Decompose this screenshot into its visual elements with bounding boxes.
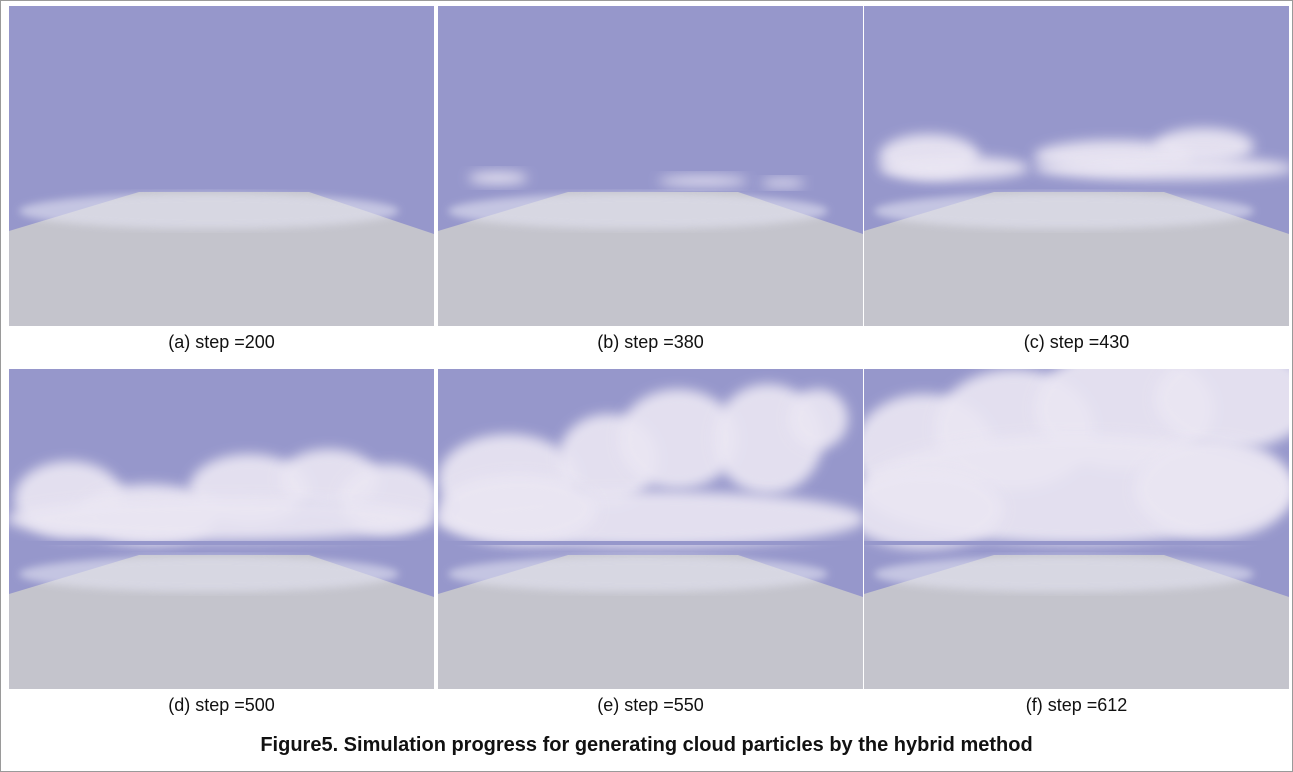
panel-label: (d) step =500 [9,695,434,716]
panel-image [438,369,863,689]
panel-label: (a) step =200 [9,332,434,353]
panel-label: (e) step =550 [438,695,863,716]
panel-image [438,6,863,326]
panel-label: (c) step =430 [864,332,1289,353]
panel-image [864,369,1289,689]
panel-label: (b) step =380 [438,332,863,353]
panel-image [864,6,1289,326]
figure: Figure5. Simulation progress for generat… [0,0,1293,772]
panel-image [9,369,434,689]
figure-caption: Figure5. Simulation progress for generat… [1,734,1292,757]
panel-label: (f) step =612 [864,695,1289,716]
panel-image [9,6,434,326]
